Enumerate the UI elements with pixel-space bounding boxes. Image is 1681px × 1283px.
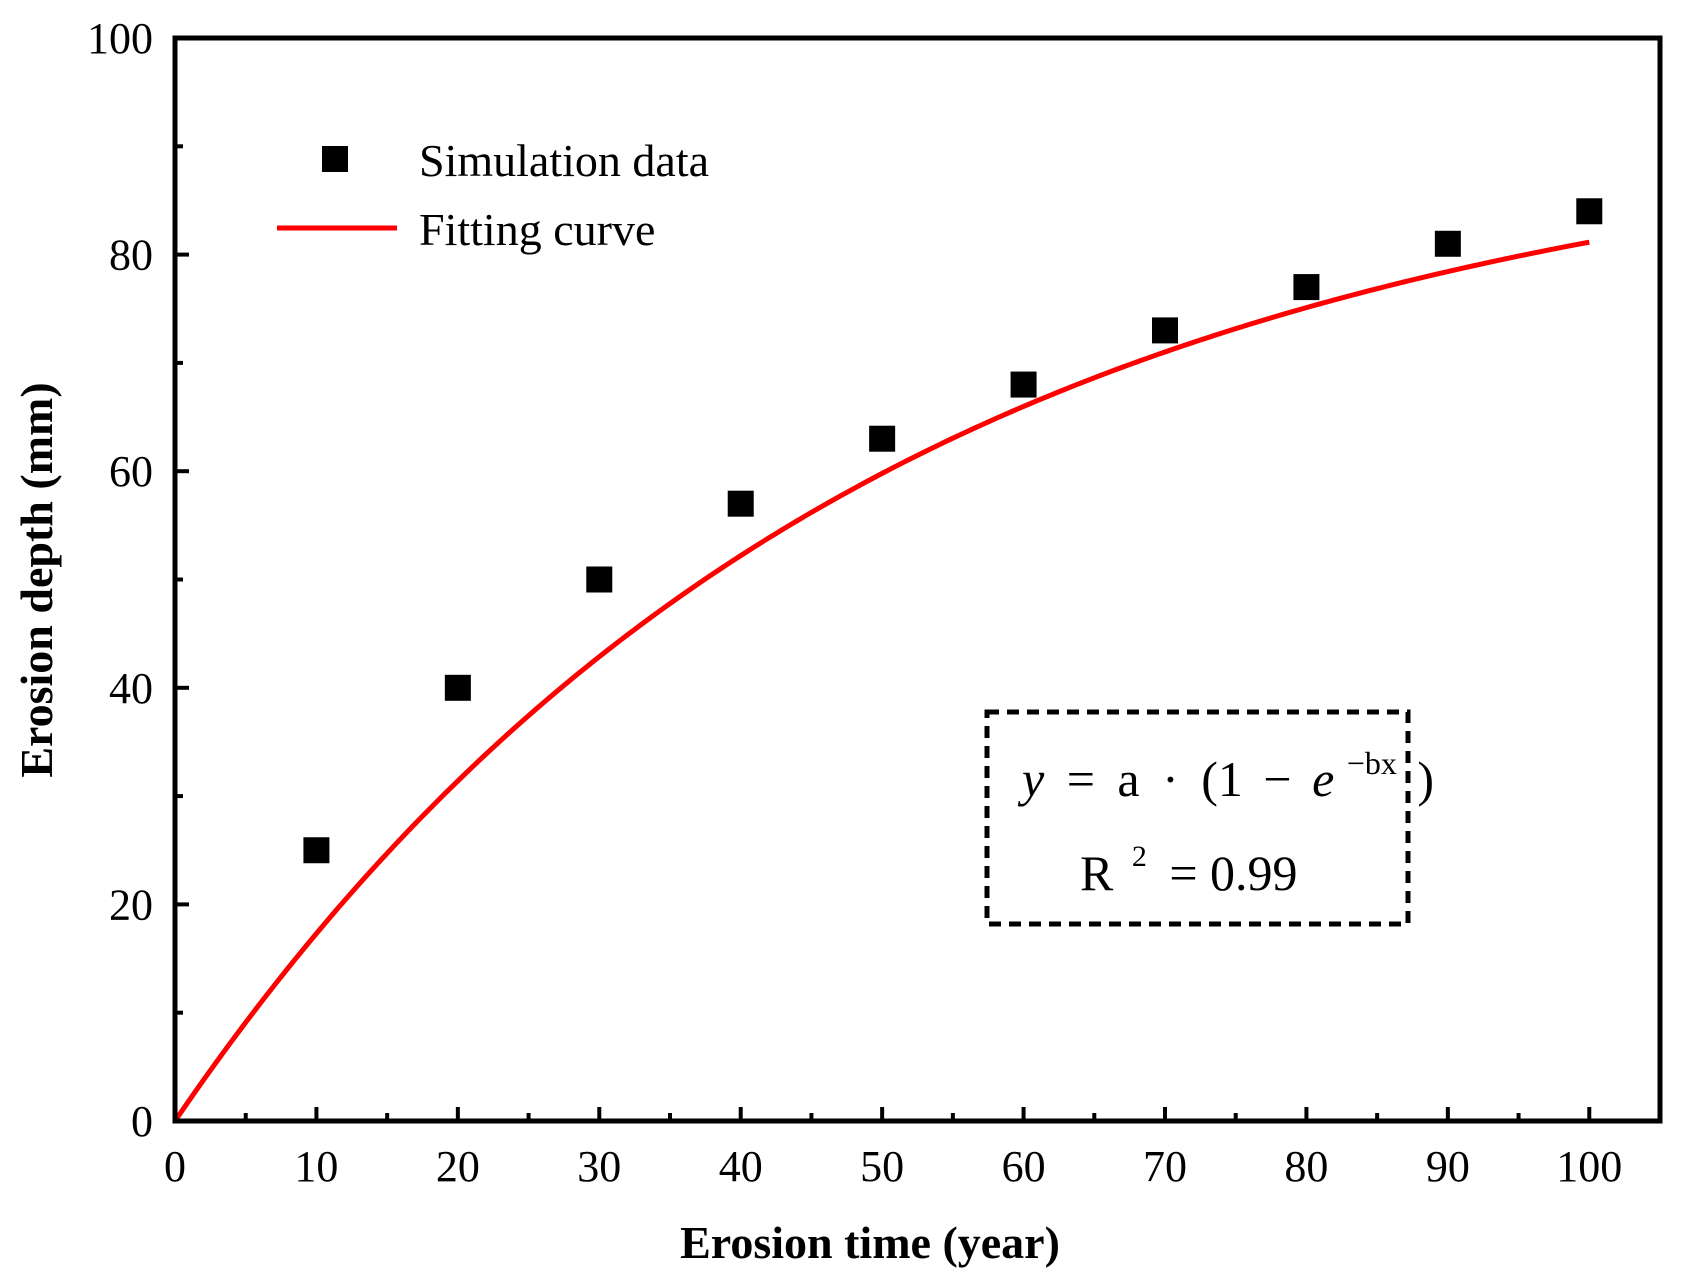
fitting-curve-line [172, 239, 1590, 1123]
x-tick-label: 80 [1284, 1142, 1328, 1191]
y-tick-label: 60 [109, 447, 153, 496]
simulation-data-point [1010, 371, 1037, 398]
simulation-data-point [1434, 230, 1461, 257]
legend-label-fitting: Fitting curve [419, 204, 655, 255]
x-tick-label: 50 [860, 1142, 904, 1191]
equation-y: y [1017, 751, 1045, 807]
x-tick-label: 100 [1556, 1142, 1622, 1191]
legend-marker-simulation [322, 146, 348, 172]
simulation-data-point [869, 425, 896, 452]
r-squared-value: = 0.99 [1169, 845, 1297, 901]
y-tick-label: 0 [131, 1097, 153, 1146]
annotation-box [984, 709, 1411, 927]
equation-close: ) [1417, 751, 1434, 807]
y-tick-label: 80 [109, 231, 153, 280]
simulation-data-point [1152, 317, 1178, 344]
equation-eq: = [1067, 751, 1095, 807]
legend-label-simulation: Simulation data [419, 135, 709, 186]
simulation-data-point [1576, 198, 1603, 225]
equation-e: e [1312, 751, 1334, 807]
x-tick-label: 10 [294, 1142, 338, 1191]
x-tick-label: 90 [1426, 1142, 1470, 1191]
plot-frame [172, 35, 1663, 1124]
equation-a: a [1117, 751, 1139, 807]
equation-exponent: −bx [1347, 745, 1397, 781]
y-axis-label: Erosion depth (mm) [11, 382, 62, 777]
equation-text: y = a · (1 − e −bx ) [1017, 729, 1434, 807]
simulation-data-point [1293, 274, 1320, 301]
simulation-data-point [444, 674, 471, 701]
x-tick-label: 0 [164, 1142, 186, 1191]
x-tick-labels: 0 10 20 30 40 50 60 70 80 90 100 [164, 1142, 1622, 1191]
x-axis-label: Erosion time (year) [680, 1217, 1060, 1268]
simulation-data-point [727, 490, 754, 517]
equation-dot: · [1162, 751, 1179, 807]
r-squared-r: R [1080, 845, 1114, 901]
simulation-data-point [303, 837, 330, 864]
r-squared-text: R 2 = 0.99 [1080, 821, 1298, 901]
equation-annotation: y = a · (1 − e −bx ) R 2 = 0.99 [984, 709, 1434, 927]
equation-open: (1 [1201, 751, 1243, 807]
equation-minus: − [1263, 751, 1291, 807]
x-tick-label: 70 [1143, 1142, 1187, 1191]
axis-ticks-group [173, 36, 1592, 1123]
x-tick-label: 20 [436, 1142, 480, 1191]
x-tick-label: 60 [1002, 1142, 1046, 1191]
plot-area [172, 198, 1603, 1123]
y-tick-label: 100 [87, 14, 153, 63]
simulation-markers [303, 198, 1603, 864]
r-squared-sup: 2 [1132, 840, 1147, 873]
x-tick-label: 40 [719, 1142, 763, 1191]
legend: Simulation data Fitting curve [277, 135, 709, 255]
y-tick-label: 20 [109, 880, 153, 929]
y-tick-labels: 0 20 40 60 80 100 [87, 14, 153, 1146]
y-tick-label: 40 [109, 664, 153, 713]
simulation-data-point [586, 566, 613, 593]
x-tick-label: 30 [577, 1142, 621, 1191]
